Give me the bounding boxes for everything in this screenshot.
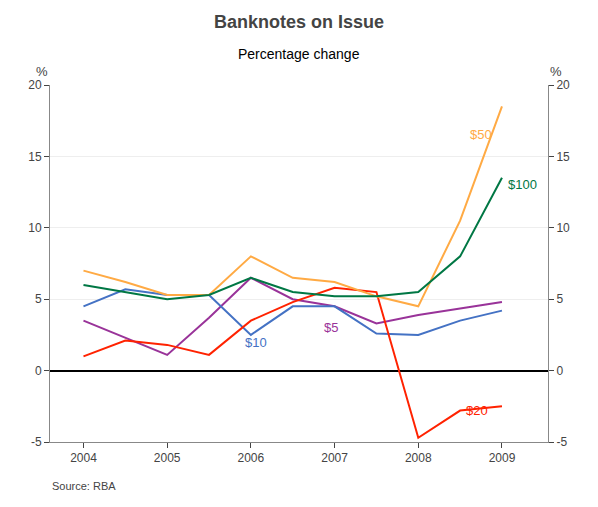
svg-text:10: 10 (28, 221, 42, 235)
svg-text:10: 10 (556, 221, 570, 235)
svg-text:Percentage change: Percentage change (238, 46, 360, 62)
svg-text:20: 20 (556, 78, 570, 92)
svg-text:$5: $5 (324, 320, 338, 335)
svg-text:2007: 2007 (321, 451, 348, 465)
svg-text:15: 15 (28, 150, 42, 164)
svg-text:-5: -5 (31, 435, 42, 449)
svg-text:2008: 2008 (405, 451, 432, 465)
svg-text:5: 5 (35, 292, 42, 306)
svg-text:%: % (36, 64, 48, 79)
svg-text:15: 15 (556, 150, 570, 164)
svg-text:Source: RBA: Source: RBA (52, 480, 116, 492)
svg-text:2009: 2009 (489, 451, 516, 465)
svg-text:$100: $100 (508, 177, 537, 192)
svg-text:%: % (550, 64, 562, 79)
svg-text:20: 20 (28, 78, 42, 92)
svg-text:2004: 2004 (70, 451, 97, 465)
svg-text:$50: $50 (470, 127, 492, 142)
svg-text:-5: -5 (556, 435, 567, 449)
svg-text:0: 0 (556, 364, 563, 378)
svg-text:Banknotes on Issue: Banknotes on Issue (214, 12, 384, 32)
svg-text:$10: $10 (245, 335, 267, 350)
svg-text:0: 0 (35, 364, 42, 378)
svg-text:5: 5 (556, 292, 563, 306)
svg-text:2006: 2006 (238, 451, 265, 465)
svg-text:2005: 2005 (154, 451, 181, 465)
svg-text:$20: $20 (466, 403, 488, 418)
